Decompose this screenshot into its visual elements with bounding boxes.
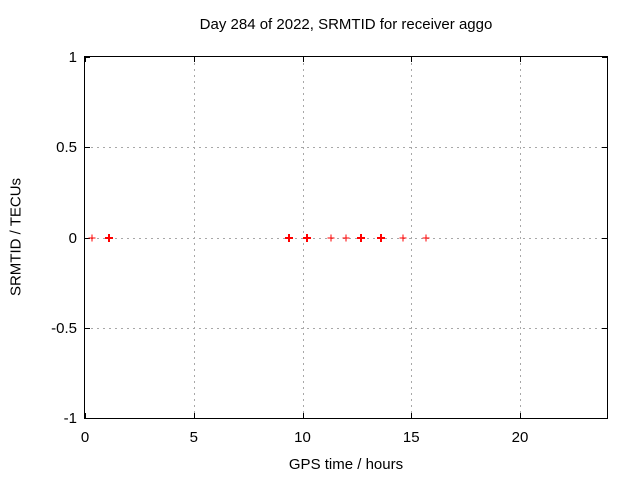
axis-tick-left [85,327,90,329]
data-point-marker [342,234,350,241]
x-tick-label: 20 [511,429,529,446]
grid-line-horizontal [85,327,607,329]
data-point-marker [399,234,407,241]
axis-tick-right [602,147,607,149]
grid-line-horizontal [85,147,607,149]
data-point-marker [285,233,294,242]
data-point-marker [422,234,430,241]
data-point-marker [88,234,96,241]
axis-tick-bottom [520,413,521,418]
y-tick-label: -0.5 [51,319,77,337]
data-point-marker [104,233,113,242]
axis-tick-bottom [411,413,413,418]
data-point-marker [357,233,366,242]
axis-tick-left [85,57,90,58]
axis-tick-top [302,57,304,62]
axis-tick-right [602,237,607,239]
axis-tick-top [411,57,413,62]
y-tick-label: -1 [63,410,77,427]
chart-title: Day 284 of 2022, SRMTID for receiver agg… [199,16,493,33]
x-tick-label: 5 [189,429,198,446]
x-tick-label: 0 [80,429,90,446]
data-point-marker [327,234,335,241]
axis-tick-bottom [85,413,86,418]
y-tick-label: 1 [68,49,77,66]
axis-tick-top [85,57,86,62]
x-axis-label: GPS time / hours [288,456,404,473]
axis-tick-right [602,418,607,419]
axis-tick-left [85,147,90,149]
y-tick-label: 0 [68,229,77,247]
axis-tick-top [193,57,195,62]
axis-tick-right [602,57,607,58]
axis-tick-left [85,418,90,419]
axis-tick-left [85,237,90,239]
x-tick-label: 15 [402,429,420,446]
axis-tick-bottom [302,413,304,418]
axis-tick-bottom [193,413,195,418]
axis-tick-right [602,327,607,329]
x-tick-label: 10 [294,429,311,446]
y-tick-label: 0.5 [56,139,77,157]
data-point-marker [302,233,311,242]
axis-tick-top [520,57,521,62]
data-point-marker [376,233,385,242]
